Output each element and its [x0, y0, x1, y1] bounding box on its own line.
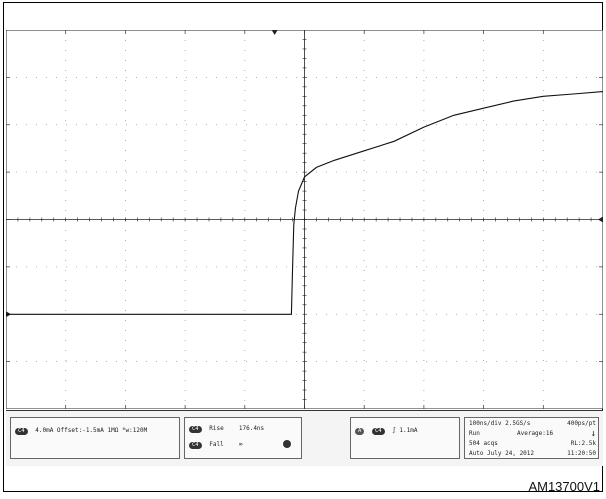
channel-tag: C4: [15, 428, 28, 435]
trigger-level-marker: [598, 216, 603, 223]
trigger-channel-tag: C4: [371, 428, 385, 435]
fall-value: ∞: [238, 440, 243, 448]
trigger-date: Auto July 24, 2012: [469, 450, 535, 457]
down-arrow-icon: ↓: [590, 429, 596, 439]
timebase-box: 100ns/div 2.5GS/s 400ps/pt Run Average:1…: [464, 417, 599, 459]
rise-label: Rise: [209, 425, 224, 432]
acq-average: Average:16: [517, 430, 554, 437]
trigger-box: A C4 ∫ 1.1mA: [350, 417, 460, 459]
acq-state: Run: [469, 430, 480, 437]
oscilloscope-plot: [6, 30, 603, 409]
trigger-mode-tag: A: [355, 428, 365, 435]
channel-settings-text: 4.0mA Offset:-1.5mA 1MΩ ᴮw:120M: [35, 427, 148, 434]
trace-c4: [6, 91, 603, 315]
measurement-bar: C4 4.0mA Offset:-1.5mA 1MΩ ᴮw:120M C4 Ri…: [6, 410, 603, 466]
trigger-position-marker: [271, 30, 278, 35]
timebase-resolution: 400ps/pt: [567, 420, 596, 427]
rise-tag: C4: [189, 426, 202, 433]
fall-label: Fall: [209, 440, 224, 448]
channel-settings-box: C4 4.0mA Offset:-1.5mA 1MΩ ᴮw:120M: [10, 417, 180, 459]
fall-tag: C4: [189, 441, 202, 449]
timebase-rate: 100ns/div 2.5GS/s: [469, 420, 531, 427]
trigger-time: 11:20:50: [567, 450, 596, 457]
measurement-box: C4 Rise 176.4ns C4 Fall ∞: [184, 417, 302, 459]
record-length: RL:2.5k: [570, 440, 596, 447]
figure-id: AM13700V1: [528, 479, 600, 494]
acq-count: 504 acqs: [469, 440, 498, 447]
rise-value: 176.4ns: [238, 425, 265, 432]
trigger-level: ∫ 1.1mA: [392, 427, 418, 434]
status-dot-icon: [282, 440, 291, 448]
